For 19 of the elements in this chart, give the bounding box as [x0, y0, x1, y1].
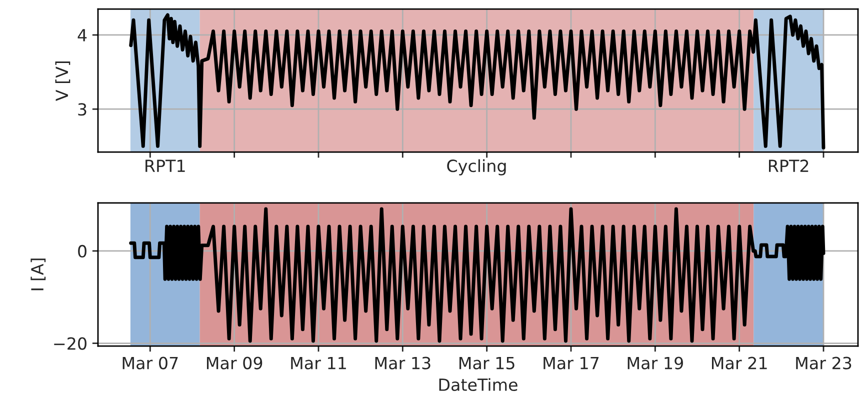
- x-tick-label: Mar 15: [459, 356, 514, 370]
- y-axis-title: I [A]: [30, 258, 46, 290]
- y-tick-label: 0: [78, 244, 86, 258]
- x-tick-label: Mar 21: [712, 356, 767, 370]
- y-tick-label: 4: [78, 29, 87, 42]
- y-tick-label: 3: [78, 103, 86, 116]
- x-tick-label: Mar 19: [628, 356, 683, 370]
- x-tick-label: Mar 17: [544, 356, 599, 370]
- x-tick-label: Mar 11: [291, 356, 346, 370]
- x-tick-label: Mar 09: [206, 356, 262, 370]
- y-tick-label: −20: [54, 337, 86, 350]
- band-label: RPT2: [769, 160, 808, 172]
- x-axis-title: DateTime: [439, 378, 518, 392]
- x-tick-label: Mar 13: [375, 356, 430, 370]
- x-tick-label: Mar 07: [122, 356, 178, 370]
- band-label: RPT1: [146, 160, 185, 172]
- x-tick-label: Mar 23: [796, 356, 852, 370]
- band-label: Cycling: [447, 159, 506, 176]
- y-axis-title: V [V]: [55, 61, 70, 101]
